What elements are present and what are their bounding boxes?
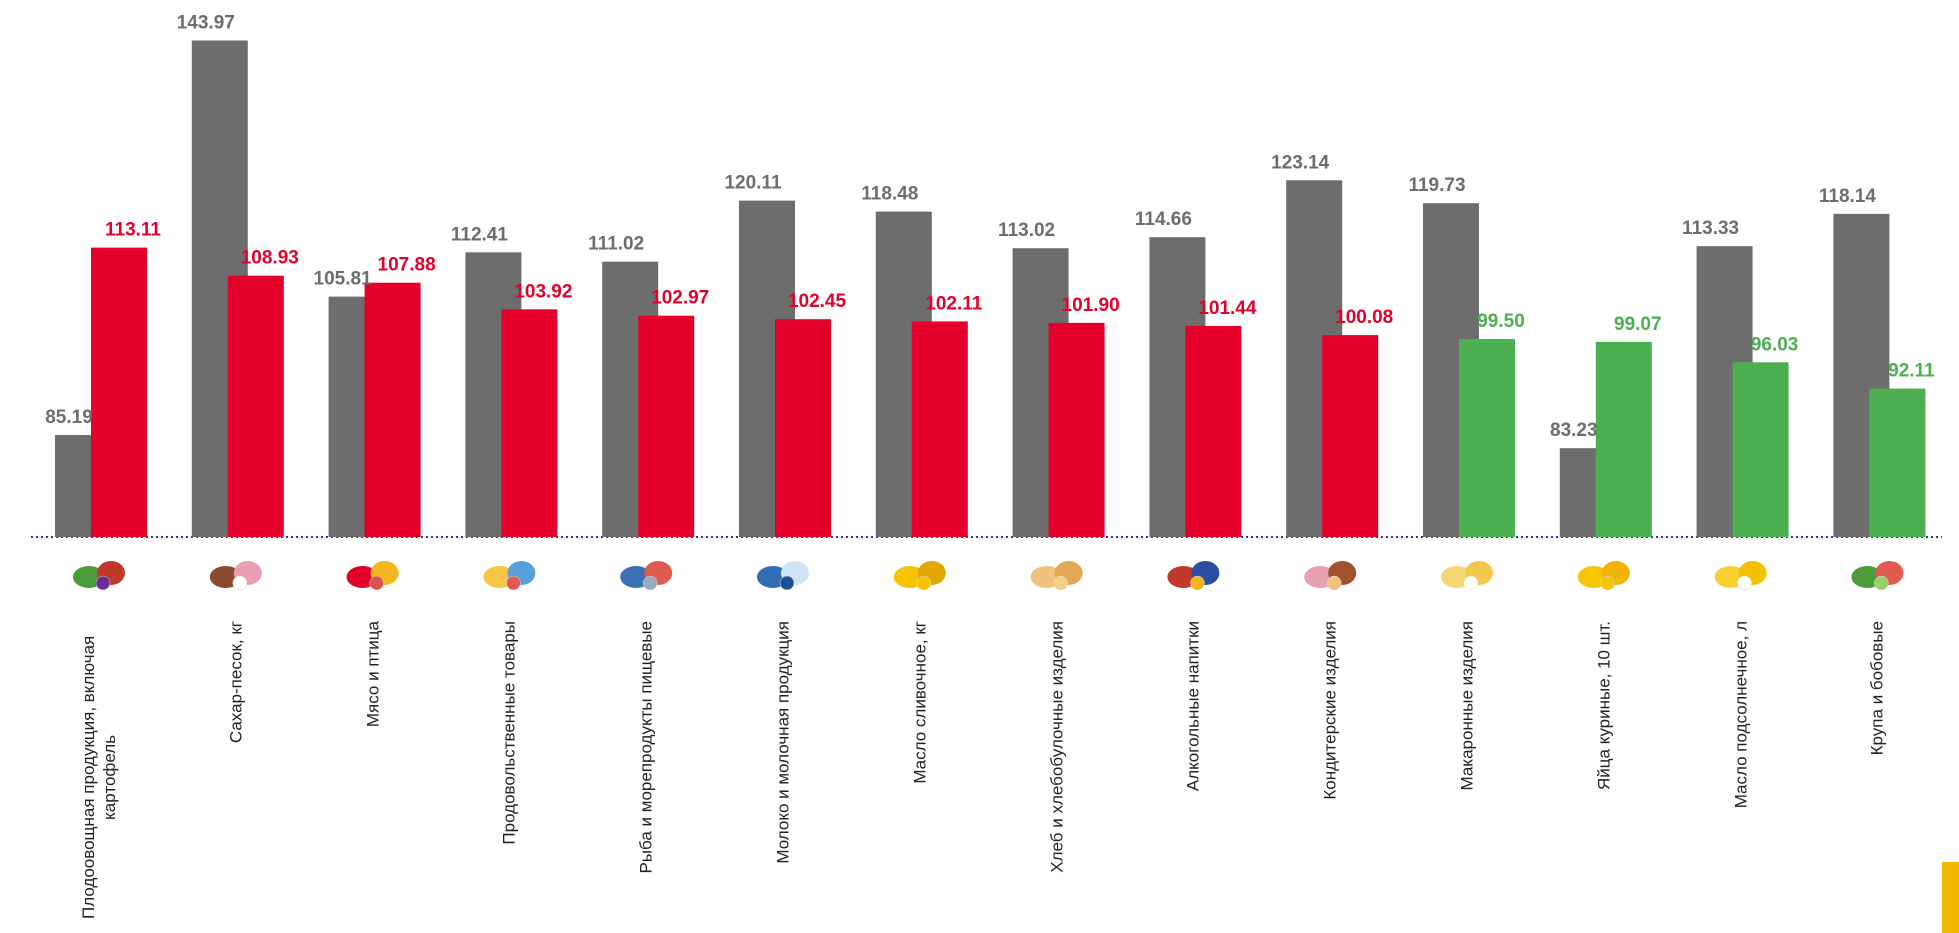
bar	[1322, 335, 1379, 537]
icon	[1737, 575, 1752, 591]
icon	[506, 575, 521, 591]
value-label: 102.97	[651, 288, 709, 309]
x-tick-label: Алкогольные напитки	[1183, 621, 1203, 792]
value-label: 96.03	[1751, 334, 1799, 355]
value-label: 113.11	[105, 220, 161, 241]
icon	[95, 575, 111, 591]
x-tick-label: Плодоовощная продукция, включая картофел…	[79, 635, 119, 919]
bar	[638, 315, 695, 537]
value-label: 92.11	[1888, 361, 1935, 382]
x-tick-label: Масло сливочное, кг	[910, 621, 930, 784]
value-label: 85.19	[45, 407, 93, 428]
value-label: 112.41	[451, 224, 508, 245]
value-label: 108.93	[241, 248, 299, 269]
icon	[1600, 575, 1616, 591]
x-tick-label: Рыба и морепродукты пищевые	[636, 621, 656, 874]
icon	[232, 575, 248, 591]
corner-tab	[1942, 862, 1959, 933]
x-tick-label: Хлеб и хлебобулочные изделия	[1047, 621, 1067, 873]
x-tick-label: Масло подсолнечное, л	[1731, 621, 1751, 809]
bar	[775, 319, 831, 537]
value-label: 99.50	[1477, 311, 1525, 332]
value-label: 143.97	[177, 12, 235, 33]
bar	[364, 282, 421, 537]
value-label: 105.81	[314, 269, 373, 290]
value-label: 123.14	[1271, 152, 1330, 173]
value-label: 118.48	[861, 184, 918, 205]
bar	[91, 247, 147, 537]
value-label: 119.73	[1408, 175, 1465, 196]
value-label: 113.33	[1682, 218, 1739, 239]
value-label: 83.23	[1550, 420, 1598, 441]
bar	[1185, 325, 1242, 537]
bar	[911, 321, 968, 537]
x-tick-label: Яйца куриные, 10 шт.	[1594, 621, 1614, 790]
icon	[1190, 575, 1205, 591]
icon	[779, 575, 795, 591]
value-label: 107.88	[378, 255, 436, 276]
x-tick-label: Макаронные изделия	[1457, 621, 1477, 791]
value-label: 100.08	[1335, 307, 1393, 328]
icon	[1053, 575, 1068, 591]
value-label: 114.66	[1135, 209, 1192, 230]
value-label: 113.02	[998, 220, 1055, 241]
value-label: 120.11	[724, 173, 781, 194]
x-tick-label: Мясо и птица	[363, 621, 383, 728]
value-label: 111.02	[588, 234, 644, 255]
icon	[916, 575, 932, 591]
x-tick-label: Крупа и бобовые	[1867, 621, 1887, 756]
icon	[369, 575, 384, 591]
x-tick-label: Кондитерские изделия	[1320, 621, 1340, 800]
value-label: 99.07	[1614, 314, 1662, 335]
value-label: 101.44	[1198, 298, 1257, 319]
x-tick-label: Молоко и молочная продукция	[773, 621, 793, 864]
bar	[227, 275, 284, 537]
value-label: 102.45	[788, 291, 847, 312]
icon	[642, 575, 658, 591]
bar	[1732, 362, 1789, 537]
bar	[1595, 341, 1652, 537]
value-label: 102.11	[925, 293, 982, 314]
icon	[1463, 575, 1479, 591]
value-label: 118.14	[1819, 186, 1876, 207]
x-tick-label: Сахар-песок, кг	[226, 621, 246, 744]
bar	[1048, 322, 1105, 537]
bar	[1459, 338, 1515, 537]
bar	[501, 309, 558, 537]
x-tick-label: Продовольственные товары	[499, 621, 519, 845]
value-label: 103.92	[514, 281, 572, 302]
bar	[1869, 388, 1926, 537]
value-label: 101.90	[1062, 295, 1120, 316]
icon	[1874, 575, 1889, 591]
icon	[1326, 575, 1342, 591]
